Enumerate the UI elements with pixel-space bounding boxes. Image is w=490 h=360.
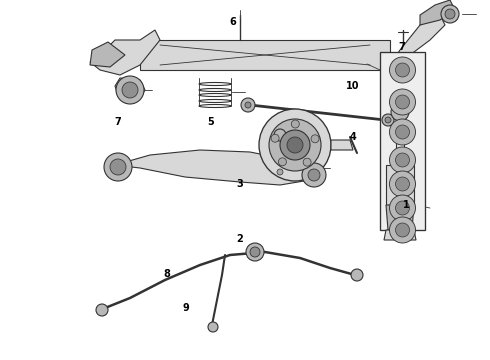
Text: 2: 2 <box>237 234 244 244</box>
Circle shape <box>302 163 326 187</box>
Circle shape <box>395 201 410 215</box>
Circle shape <box>104 153 132 181</box>
Polygon shape <box>386 205 414 230</box>
Circle shape <box>382 114 394 126</box>
Text: 4: 4 <box>349 132 356 142</box>
Circle shape <box>259 109 331 181</box>
Circle shape <box>278 158 287 166</box>
Circle shape <box>250 247 260 257</box>
Circle shape <box>280 130 310 160</box>
Circle shape <box>395 95 410 109</box>
Text: 7: 7 <box>114 117 121 127</box>
Polygon shape <box>115 150 315 185</box>
Circle shape <box>395 63 410 77</box>
Circle shape <box>122 82 138 98</box>
Circle shape <box>311 135 319 143</box>
Circle shape <box>291 120 299 128</box>
Circle shape <box>269 119 321 171</box>
Circle shape <box>391 103 409 121</box>
Polygon shape <box>90 42 125 67</box>
Circle shape <box>351 269 363 281</box>
Text: 9: 9 <box>183 303 190 313</box>
Polygon shape <box>140 40 390 70</box>
Polygon shape <box>396 118 404 165</box>
Circle shape <box>390 195 416 221</box>
Circle shape <box>395 125 410 139</box>
Text: 10: 10 <box>346 81 360 91</box>
Circle shape <box>277 169 283 175</box>
Circle shape <box>245 102 251 108</box>
Circle shape <box>110 159 126 175</box>
Text: 3: 3 <box>237 179 244 189</box>
Circle shape <box>390 89 416 115</box>
Polygon shape <box>420 0 455 25</box>
Circle shape <box>395 177 410 191</box>
Text: 1: 1 <box>403 200 410 210</box>
Circle shape <box>96 304 108 316</box>
Polygon shape <box>380 52 425 230</box>
Text: 5: 5 <box>207 117 214 127</box>
Circle shape <box>441 5 459 23</box>
Circle shape <box>246 243 264 261</box>
Circle shape <box>274 129 286 141</box>
Polygon shape <box>331 140 353 150</box>
Circle shape <box>303 158 311 166</box>
Circle shape <box>390 57 416 83</box>
Circle shape <box>241 98 255 112</box>
Circle shape <box>390 119 416 145</box>
Circle shape <box>395 153 410 167</box>
Circle shape <box>208 322 218 332</box>
Polygon shape <box>90 30 160 75</box>
Circle shape <box>308 169 320 181</box>
Polygon shape <box>386 165 414 205</box>
Circle shape <box>271 134 279 142</box>
Text: 8: 8 <box>163 269 170 279</box>
Polygon shape <box>390 15 445 65</box>
Text: 7: 7 <box>398 42 405 52</box>
Polygon shape <box>115 78 145 95</box>
Text: 6: 6 <box>229 17 236 27</box>
Circle shape <box>390 171 416 197</box>
Circle shape <box>287 137 303 153</box>
Circle shape <box>385 117 391 123</box>
Circle shape <box>445 9 455 19</box>
Circle shape <box>395 223 410 237</box>
Circle shape <box>390 217 416 243</box>
Circle shape <box>390 147 416 173</box>
Polygon shape <box>384 230 416 240</box>
Circle shape <box>116 76 144 104</box>
